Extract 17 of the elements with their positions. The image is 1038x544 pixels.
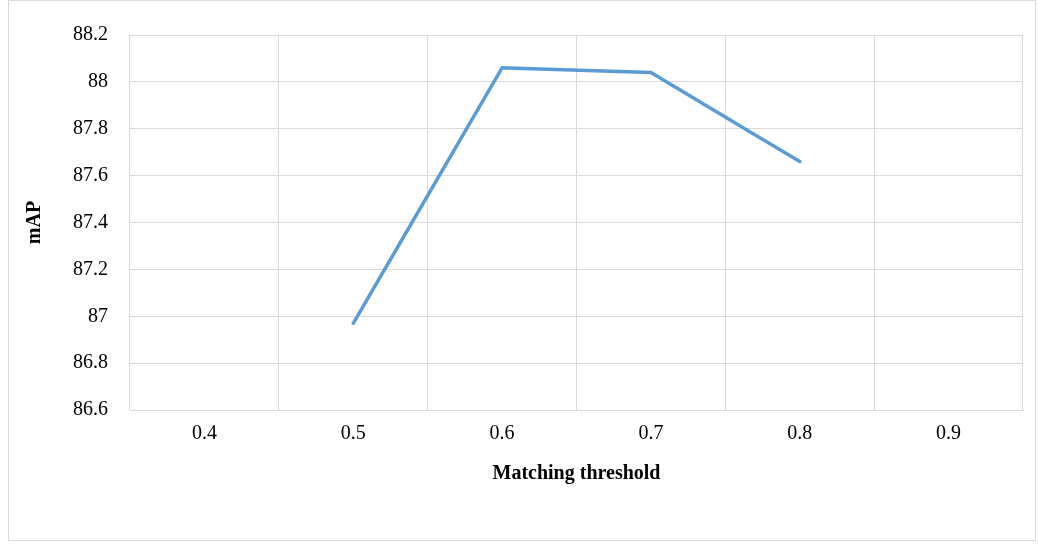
- y-tick-label: 88.2: [73, 22, 108, 45]
- x-tick-label: 0.5: [340, 421, 366, 444]
- x-axis-title: Matching threshold: [492, 461, 661, 485]
- x-tick-label: 0.8: [787, 421, 813, 444]
- y-tick-label: 87.4: [73, 209, 108, 232]
- y-tick-label: 86.6: [73, 397, 108, 420]
- y-tick-label: 87.6: [73, 162, 108, 185]
- x-tick-label: 0.7: [638, 421, 664, 444]
- y-tick-label: 87: [88, 303, 108, 326]
- x-tick-label: 0.6: [489, 421, 515, 444]
- y-tick-label: 87.2: [73, 256, 108, 279]
- x-tick-label: 0.9: [936, 421, 962, 444]
- y-tick-label: 86.8: [73, 350, 108, 373]
- y-tick-label: 87.8: [73, 116, 108, 138]
- y-axis-title: mAP: [22, 200, 45, 245]
- y-tick-label: 88: [88, 69, 108, 92]
- x-tick-label: 0.4: [191, 421, 217, 444]
